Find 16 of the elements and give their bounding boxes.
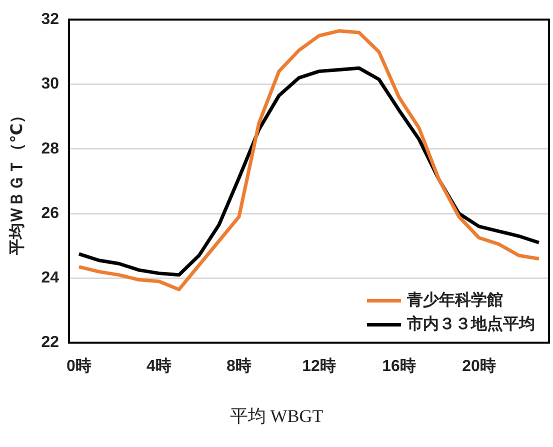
y-axis-title: 平均ＷＢＧＴ（℃） <box>8 108 26 256</box>
x-tick-label: 4時 <box>146 356 172 375</box>
y-tick-label: 30 <box>41 76 60 93</box>
y-tick-label: 22 <box>41 334 60 352</box>
legend-label: 青少年科学館 <box>406 291 503 310</box>
y-tick-label: 26 <box>41 204 60 222</box>
y-tick-label: 32 <box>41 11 60 28</box>
x-tick-label: 20時 <box>462 356 496 375</box>
x-tick-label: 0時 <box>66 356 92 375</box>
text: 平均 WBGT <box>228 405 324 428</box>
legend-label: 市内３３地点平均 <box>406 315 535 334</box>
x-tick-label: 8時 <box>226 356 252 375</box>
x-tick-label: 12時 <box>302 356 336 375</box>
y-tick-label: 28 <box>41 140 60 158</box>
x-tick-label: 16時 <box>382 356 416 375</box>
y-tick-label: 24 <box>41 270 60 287</box>
